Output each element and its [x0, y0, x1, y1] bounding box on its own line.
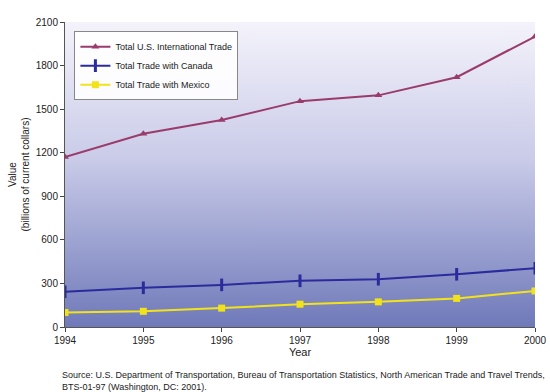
svg-text:Total U.S. International Trade: Total U.S. International Trade: [115, 42, 232, 52]
svg-text:1800: 1800: [36, 60, 59, 71]
svg-text:1998: 1998: [367, 335, 390, 346]
svg-text:Total Trade with Canada: Total Trade with Canada: [115, 61, 212, 71]
svg-text:1995: 1995: [132, 335, 155, 346]
svg-text:1999: 1999: [446, 335, 469, 346]
svg-text:600: 600: [41, 234, 58, 245]
svg-text:2000: 2000: [524, 335, 547, 346]
svg-text:1996: 1996: [211, 335, 234, 346]
svg-text:900: 900: [41, 191, 58, 202]
svg-text:1994: 1994: [54, 335, 77, 346]
svg-text:0: 0: [52, 322, 58, 333]
svg-text:Total Trade with Mexico: Total Trade with Mexico: [115, 80, 209, 90]
svg-text:1200: 1200: [36, 147, 59, 158]
svg-text:1997: 1997: [289, 335, 312, 346]
svg-text:Year: Year: [289, 346, 312, 358]
svg-text:300: 300: [41, 278, 58, 289]
svg-text:1500: 1500: [36, 104, 59, 115]
svg-text:2100: 2100: [36, 17, 59, 28]
svg-text:Value(billions of current coll: Value(billions of current collars): [7, 118, 31, 232]
svg-text:Source: U.S. Department of Tra: Source: U.S. Department of Transportatio…: [62, 370, 545, 392]
